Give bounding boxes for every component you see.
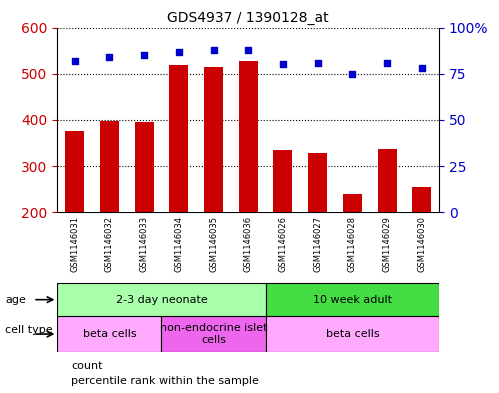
Point: [418, 65, 426, 71]
Bar: [412, 187, 431, 212]
Bar: [169, 65, 189, 212]
Bar: [135, 122, 154, 212]
Text: GSM1146032: GSM1146032: [105, 216, 114, 272]
Bar: [239, 61, 258, 212]
Text: cell type: cell type: [5, 325, 52, 335]
Point: [140, 52, 148, 58]
Point: [105, 54, 113, 60]
Text: GSM1146029: GSM1146029: [383, 216, 392, 272]
Text: 10 week adult: 10 week adult: [313, 295, 392, 305]
Text: GSM1146031: GSM1146031: [70, 216, 79, 272]
Text: percentile rank within the sample: percentile rank within the sample: [71, 376, 259, 386]
Bar: [100, 121, 119, 212]
Bar: [308, 153, 327, 212]
Bar: [204, 67, 223, 212]
Title: GDS4937 / 1390128_at: GDS4937 / 1390128_at: [168, 11, 329, 25]
Point: [210, 46, 218, 53]
Point: [175, 48, 183, 55]
Bar: [378, 149, 397, 212]
Text: 2-3 day neonate: 2-3 day neonate: [116, 295, 208, 305]
Text: GSM1146033: GSM1146033: [140, 216, 149, 272]
Bar: [162, 316, 265, 352]
Bar: [273, 150, 292, 212]
Text: GSM1146030: GSM1146030: [417, 216, 426, 272]
Bar: [57, 316, 162, 352]
Bar: [265, 283, 439, 316]
Text: GSM1146026: GSM1146026: [278, 216, 287, 272]
Text: beta cells: beta cells: [83, 329, 136, 339]
Point: [244, 46, 252, 53]
Text: GSM1146034: GSM1146034: [174, 216, 183, 272]
Text: GSM1146035: GSM1146035: [209, 216, 218, 272]
Text: non-endocrine islet
cells: non-endocrine islet cells: [160, 323, 267, 345]
Text: GSM1146036: GSM1146036: [244, 216, 253, 272]
Text: GSM1146027: GSM1146027: [313, 216, 322, 272]
Text: count: count: [71, 361, 103, 371]
Point: [279, 61, 287, 68]
Point: [314, 59, 322, 66]
Bar: [343, 194, 362, 212]
Point: [348, 70, 356, 77]
Point: [71, 58, 79, 64]
Bar: [57, 283, 265, 316]
Text: age: age: [5, 295, 26, 305]
Bar: [265, 316, 439, 352]
Bar: [65, 131, 84, 212]
Text: GSM1146028: GSM1146028: [348, 216, 357, 272]
Point: [383, 59, 391, 66]
Text: beta cells: beta cells: [325, 329, 379, 339]
